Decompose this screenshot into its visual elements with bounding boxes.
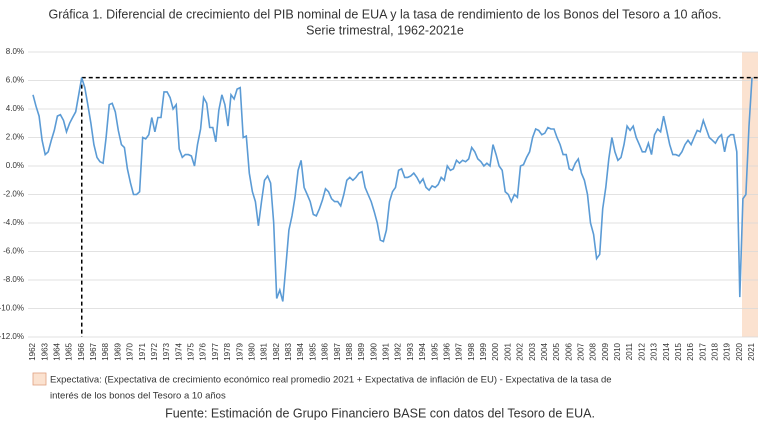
x-tick-label: 1998 bbox=[467, 342, 476, 360]
x-tick-label: 1968 bbox=[101, 342, 110, 360]
x-tick-label: 1993 bbox=[406, 342, 415, 360]
x-tick-label: 1966 bbox=[77, 342, 86, 360]
legend-swatch bbox=[32, 372, 47, 386]
x-tick-label: 1970 bbox=[126, 342, 135, 360]
x-tick-label: 2012 bbox=[637, 342, 646, 360]
x-tick-label: 2010 bbox=[613, 342, 622, 360]
x-tick-label: 2007 bbox=[576, 342, 585, 360]
x-tick-label: 1985 bbox=[308, 342, 317, 360]
x-tick-label: 1965 bbox=[65, 342, 74, 360]
chart-title: Gráfica 1. Diferencial de crecimiento de… bbox=[48, 7, 721, 21]
x-tick-label: 2017 bbox=[698, 342, 707, 360]
x-tick-label: 1974 bbox=[174, 342, 183, 360]
y-tick-label: 6.0% bbox=[6, 76, 24, 85]
x-tick-label: 1983 bbox=[284, 342, 293, 360]
x-tick-label: 2006 bbox=[564, 342, 573, 360]
x-tick-label: 2003 bbox=[528, 342, 537, 360]
x-tick-label: 1987 bbox=[333, 342, 342, 360]
x-tick-label: 1975 bbox=[187, 342, 196, 360]
x-tick-label: 2016 bbox=[686, 342, 695, 360]
x-tick-label: 1971 bbox=[138, 342, 147, 360]
data-line bbox=[32, 77, 753, 302]
y-tick-label: -6.0% bbox=[3, 247, 24, 256]
x-tick-label: 1978 bbox=[223, 342, 232, 360]
x-tick-label: 1963 bbox=[40, 342, 49, 360]
x-tick-label: 1977 bbox=[211, 342, 220, 360]
legend-text: Expectativa: (Expectativa de crecimiento… bbox=[50, 375, 612, 386]
y-tick-label: -2.0% bbox=[3, 190, 24, 199]
x-tick-label: 1980 bbox=[247, 342, 256, 360]
x-tick-label: 1962 bbox=[28, 342, 37, 360]
y-tick-label: -10.0% bbox=[0, 304, 24, 313]
x-tick-label: 1994 bbox=[418, 342, 427, 360]
x-tick-label: 2018 bbox=[711, 342, 720, 360]
legend-text: interés de los bonos del Tesoro a 10 año… bbox=[50, 391, 226, 402]
y-tick-label: -4.0% bbox=[3, 218, 24, 227]
x-tick-label: 1986 bbox=[321, 342, 330, 360]
x-tick-label: 1982 bbox=[272, 342, 281, 360]
x-tick-label: 1990 bbox=[369, 342, 378, 360]
chart-subtitle: Serie trimestral, 1962-2021e bbox=[306, 23, 464, 37]
y-tick-label: -8.0% bbox=[3, 275, 24, 284]
x-tick-label: 2002 bbox=[516, 342, 525, 360]
x-tick-label: 2014 bbox=[662, 342, 671, 360]
x-tick-label: 2008 bbox=[589, 342, 598, 360]
x-tick-label: 2004 bbox=[540, 342, 549, 360]
x-tick-label: 2020 bbox=[735, 342, 744, 360]
x-tick-label: 1964 bbox=[52, 342, 61, 360]
x-tick-label: 1991 bbox=[382, 342, 391, 360]
x-tick-label: 2021 bbox=[747, 342, 756, 360]
x-tick-label: 1981 bbox=[260, 342, 269, 360]
source-note: Fuente: Estimación de Grupo Financiero B… bbox=[165, 406, 595, 420]
x-tick-label: 2005 bbox=[552, 342, 561, 360]
x-tick-label: 1996 bbox=[442, 342, 451, 360]
x-tick-label: 2001 bbox=[503, 342, 512, 360]
x-tick-label: 1989 bbox=[357, 342, 366, 360]
x-tick-label: 2000 bbox=[491, 342, 500, 360]
x-tick-label: 1979 bbox=[235, 342, 244, 360]
x-tick-label: 1997 bbox=[455, 342, 464, 360]
x-tick-label: 2015 bbox=[674, 342, 683, 360]
x-tick-label: 1992 bbox=[394, 342, 403, 360]
x-tick-label: 2013 bbox=[650, 342, 659, 360]
y-tick-label: -12.0% bbox=[0, 332, 24, 341]
y-tick-label: 0.0% bbox=[6, 161, 24, 170]
x-tick-label: 1976 bbox=[199, 342, 208, 360]
x-tick-label: 1972 bbox=[150, 342, 159, 360]
x-tick-label: 1984 bbox=[296, 342, 305, 360]
y-tick-label: 4.0% bbox=[6, 104, 24, 113]
x-tick-label: 1969 bbox=[113, 342, 122, 360]
x-tick-label: 1973 bbox=[162, 342, 171, 360]
x-tick-label: 2011 bbox=[625, 342, 634, 360]
x-tick-label: 1999 bbox=[479, 342, 488, 360]
x-tick-label: 1988 bbox=[345, 342, 354, 360]
x-tick-label: 1967 bbox=[89, 342, 98, 360]
y-tick-label: 8.0% bbox=[6, 47, 24, 56]
x-tick-label: 2019 bbox=[723, 342, 732, 360]
y-tick-label: 2.0% bbox=[6, 133, 24, 142]
x-tick-label: 2009 bbox=[601, 342, 610, 360]
x-tick-label: 1995 bbox=[430, 342, 439, 360]
